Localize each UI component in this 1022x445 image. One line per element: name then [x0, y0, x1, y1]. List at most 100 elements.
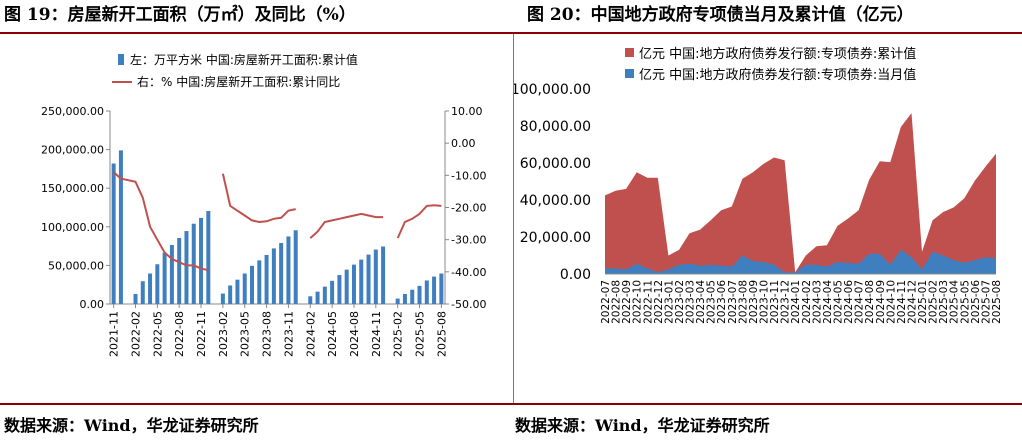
- x-tick-label: 2024-08: [864, 280, 876, 324]
- bar: [293, 230, 298, 304]
- bar: [257, 260, 262, 304]
- x-tick-label: 2023-08: [261, 311, 274, 357]
- right-tick-label: -40.00: [451, 266, 486, 279]
- x-tick-label: 2025-03: [938, 280, 950, 324]
- bar: [410, 289, 415, 304]
- bar: [402, 293, 407, 304]
- x-tick-label: 2024-11: [370, 311, 383, 357]
- x-tick-label: 2024-09: [875, 280, 887, 324]
- x-tick-label: 2025-06: [970, 280, 982, 324]
- x-tick-label: 2021-11: [108, 311, 121, 357]
- x-tick-label: 2024-10: [885, 280, 897, 324]
- x-tick-label: 2025-05: [959, 280, 971, 324]
- x-tick-label: 2022-08: [611, 280, 623, 324]
- y-tick-label: 0.00: [560, 267, 591, 283]
- x-tick-label: 2022-12: [653, 280, 665, 324]
- bar: [155, 264, 160, 304]
- x-tick-label: 2023-11: [769, 280, 781, 324]
- bar: [330, 280, 335, 304]
- x-tick-label: 2025-05: [414, 311, 427, 357]
- cumulative-area: [605, 113, 996, 274]
- x-tick-label: 2022-08: [173, 311, 186, 357]
- x-tick-label: 2022-05: [151, 311, 164, 357]
- y-tick-label: 100,000.00: [514, 82, 591, 98]
- x-tick-label: 2023-01: [663, 280, 675, 324]
- bar: [235, 279, 240, 304]
- x-tick-label: 2024-03: [811, 280, 823, 324]
- bar: [359, 259, 364, 304]
- x-tick-label: 2024-11: [896, 280, 908, 324]
- bar: [395, 298, 400, 304]
- special-bond-chart: 0.00 20,000.00 40,000.00 60,000.00 80,000.00…: [514, 46, 1003, 324]
- figure-19-source: 数据来源：Wind，华龙证券研究所: [4, 416, 259, 435]
- x-tick-label: 2022-11: [195, 311, 208, 357]
- bar: [111, 163, 116, 304]
- legend-label-monthly: 亿元 中国:地方政府债券发行额:专项债券:当月值: [639, 67, 916, 83]
- figure-20-title: 图 20：中国地方政府专项债当月及累计值（亿元）: [527, 0, 914, 34]
- legend-label-cumulative: 亿元 中国:地方政府债券发行额:专项债券:累计值: [639, 46, 916, 62]
- x-tick-label: 2023-07: [727, 280, 739, 324]
- legend-label-line: 右：% 中国:房屋新开工面积:累计同比: [137, 74, 340, 89]
- x-tick-label: 2024-02: [304, 311, 317, 357]
- yoy-line: [112, 171, 442, 272]
- figure-19-title: 图 19：房屋新开工面积（万㎡）及同比（%）: [4, 0, 356, 34]
- x-tick-label: 2022-09: [621, 280, 633, 324]
- x-tick-label: 2024-01: [790, 280, 802, 324]
- bar: [184, 231, 189, 304]
- bar: [199, 217, 204, 304]
- bar: [264, 254, 269, 304]
- bar: [271, 248, 276, 304]
- x-tick-label: 2025-02: [928, 280, 940, 324]
- x-tick-label: 2025-04: [949, 280, 961, 324]
- x-tick-label: 2025-02: [392, 311, 405, 357]
- bar: [351, 264, 356, 304]
- bar-series: [111, 150, 444, 304]
- right-tick-label: -50.00: [451, 298, 486, 311]
- legend-swatch-cumulative: [625, 48, 634, 57]
- x-tick-label: 2023-11: [282, 311, 295, 357]
- bar: [439, 273, 444, 304]
- x-tick-label: 2023-10: [759, 280, 771, 324]
- right-tick-label: -20.00: [451, 202, 486, 215]
- bar: [286, 236, 291, 304]
- x-tick-label: 2025-01: [917, 280, 929, 324]
- bar: [366, 254, 371, 304]
- bar: [228, 285, 233, 304]
- x-tick-label: 2024-05: [832, 280, 844, 324]
- bar: [148, 273, 153, 304]
- right-tick-label: -30.00: [451, 234, 486, 247]
- x-tick-label: 2024-07: [854, 280, 866, 324]
- bar: [322, 286, 327, 304]
- top-rule: [0, 32, 1022, 34]
- x-tick-label: 2022-11: [642, 280, 654, 324]
- x-tick-label: 2022-07: [600, 280, 612, 324]
- legend-swatch-monthly: [625, 69, 634, 78]
- bar: [242, 273, 247, 304]
- bar: [424, 280, 429, 304]
- bar: [344, 269, 349, 304]
- bar: [308, 296, 313, 304]
- bar: [315, 291, 320, 304]
- bar: [118, 150, 123, 304]
- x-tick-label: 2024-04: [822, 280, 834, 324]
- bar: [220, 293, 225, 304]
- y-tick-label: 40,000.00: [520, 193, 591, 209]
- x-tick-label: 2023-03: [685, 280, 697, 324]
- left-tick-label: 100,000.00: [41, 221, 104, 234]
- x-tick-label: 2024-12: [906, 280, 918, 324]
- x-tick-label: 2023-05: [706, 280, 718, 324]
- bar: [140, 281, 145, 304]
- right-tick-label: 10.00: [451, 105, 483, 118]
- bottom-rule: [0, 403, 1022, 405]
- legend-swatch-bar: [118, 54, 124, 65]
- bar: [279, 243, 284, 304]
- x-tick-label: 2025-08: [991, 280, 1003, 324]
- x-tick-label: 2024-02: [801, 280, 813, 324]
- bar: [206, 210, 211, 304]
- y-tick-label: 60,000.00: [520, 156, 591, 172]
- y-tick-label: 20,000.00: [520, 230, 591, 246]
- bar: [373, 249, 378, 304]
- new-construction-chart: 0.00 50,000.00 100,000.00 150,000.00 200,000…: [41, 52, 486, 357]
- bar: [177, 237, 182, 304]
